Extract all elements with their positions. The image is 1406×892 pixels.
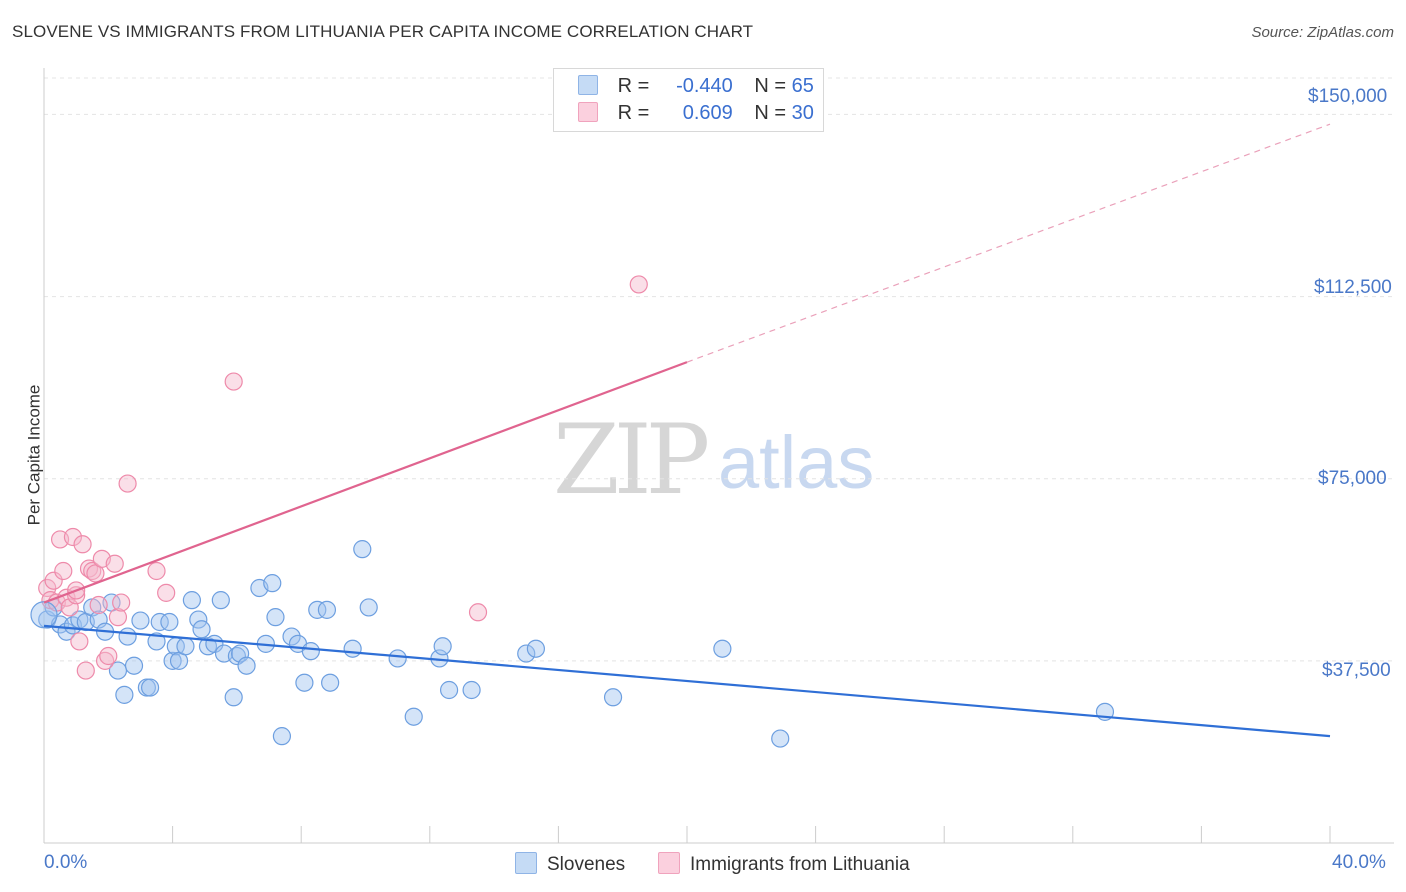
slovenes-point-13: [118, 627, 137, 646]
lithuania-point-19: [99, 646, 118, 666]
lithuania-point-10: [70, 632, 89, 651]
lithuania-point-12: [76, 661, 95, 680]
lithuania-point-22: [112, 593, 131, 612]
slovenes-trend-line: [43, 624, 1331, 738]
legend-swatch-lithuania: [578, 102, 598, 122]
lithuania-point-25: [157, 583, 176, 602]
slovenes-point-50: [359, 598, 378, 617]
bottom-legend-label-slovenes: Slovenes: [547, 854, 626, 875]
lithuania-point-27: [468, 603, 488, 622]
slovenes-point-43: [295, 673, 314, 692]
slovenes-point-32: [224, 688, 243, 707]
slovenes-point-45: [308, 600, 327, 619]
slovenes-point-21: [163, 651, 182, 670]
chart-title: SLOVENE VS IMMIGRANTS FROM LITHUANIA PER…: [12, 22, 754, 41]
slovenes-point-52: [404, 707, 423, 726]
slovenes-point-18: [147, 632, 166, 651]
watermark-zip: ZIP: [553, 404, 710, 516]
lithuania-point-8: [63, 527, 83, 547]
slovenes-point-25: [182, 591, 201, 610]
slovenes-point-47: [321, 673, 340, 692]
slovenes-point-40: [272, 727, 292, 746]
slovenes-point-19: [150, 612, 169, 632]
lithuania-trend-line: [43, 361, 688, 604]
y-tick-label-75000: $75,000: [1318, 468, 1387, 489]
slovenes-point-33: [227, 646, 246, 666]
lithuania-point-21: [108, 608, 128, 627]
legend-swatch-slovenes: [578, 75, 598, 95]
slovenes-point-49: [353, 540, 372, 559]
lithuania-point-18: [95, 651, 115, 670]
slovenes-point-51: [388, 649, 407, 668]
legend-r-label: R =: [617, 102, 650, 124]
y-tick-label-150000: $150,000: [1308, 86, 1388, 107]
lithuania-point-16: [89, 595, 108, 615]
y-tick-label-37500: $37,500: [1322, 660, 1391, 681]
lithuania-point-2: [44, 571, 63, 590]
y-axis-label: Per Capita Income: [24, 384, 44, 526]
slovenes-point-46: [317, 600, 337, 619]
slovenes-point-30: [211, 591, 230, 610]
bottom-legend-swatch-slovenes: [515, 852, 537, 874]
slovenes-point-12: [115, 685, 134, 704]
slovenes-point-27: [192, 620, 211, 639]
correlation-legend: R = -0.440 N = 65 R = 0.609 N = 30: [553, 68, 824, 132]
legend-n-label: N =: [754, 102, 787, 124]
slovenes-point-17: [140, 678, 160, 697]
lithuania-point-24: [147, 561, 166, 581]
slovenes-point-26: [189, 610, 208, 629]
slovenes-point-large: [30, 601, 58, 629]
slovenes-point-48: [343, 639, 362, 658]
bottom-legend-slovenes: Slovenes: [515, 852, 625, 876]
lithuania-point-26: [224, 372, 243, 391]
lithuania-point-20: [105, 554, 124, 573]
y-tick-label-112500: $112,500: [1314, 277, 1392, 298]
slovenes-point-15: [131, 611, 150, 630]
legend-row-slovenes: R = -0.440 N = 65: [578, 75, 814, 101]
legend-n-value-lithuania: 30: [791, 102, 814, 124]
legend-n-label: N =: [754, 75, 787, 97]
legend-r-value-slovenes: -0.440: [676, 75, 733, 97]
slovenes-point-38: [263, 574, 282, 593]
bottom-legend-swatch-lithuania: [658, 852, 680, 874]
slovenes-point-56: [462, 680, 481, 700]
legend-n-value-slovenes: 65: [791, 75, 814, 97]
legend-row-lithuania: R = 0.609 N = 30: [578, 102, 814, 128]
source-label: Source: ZipAtlas.com: [1251, 24, 1394, 41]
slovenes-point-57: [517, 644, 536, 663]
lithuania-point-23: [118, 474, 137, 493]
slovenes-point-59: [603, 688, 623, 707]
lithuania-point-11: [73, 535, 92, 554]
slovenes-point-39: [266, 608, 285, 627]
slovenes-point-14: [124, 656, 144, 675]
slovenes-point-44: [301, 642, 320, 661]
watermark-atlas: atlas: [718, 421, 875, 504]
slovenes-point-41: [282, 627, 301, 646]
bottom-legend-lithuania: Immigrants from Lithuania: [658, 852, 910, 876]
lithuania-trend-extension: [686, 123, 1331, 363]
slovenes-point-55: [439, 680, 459, 700]
slovenes-point-61: [771, 729, 790, 748]
legend-r-value-lithuania: 0.609: [682, 102, 733, 124]
lithuania-point-28: [629, 275, 648, 294]
lithuania-point-14: [83, 561, 102, 581]
slovenes-point-24: [176, 637, 195, 656]
slovenes-point-60: [713, 639, 732, 658]
bottom-legend-label-lithuania: Immigrants from Lithuania: [690, 854, 910, 875]
lithuania-point-5: [54, 561, 73, 581]
x-tick-label-max: 40.0%: [1332, 852, 1386, 873]
x-tick-label-min: 0.0%: [44, 852, 88, 873]
slovenes-point-58: [526, 639, 545, 658]
slovenes-point-54: [433, 637, 452, 656]
slovenes-point-20: [160, 612, 179, 632]
legend-r-label: R =: [617, 75, 650, 97]
slovenes-point-35: [237, 656, 256, 675]
